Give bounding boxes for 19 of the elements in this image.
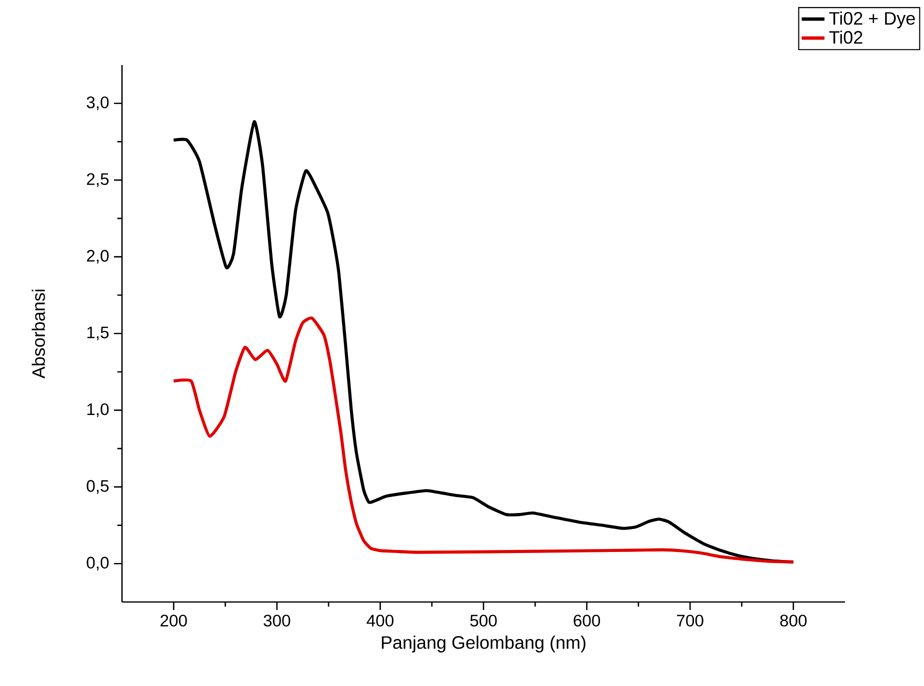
legend-label: Ti02 [829,30,862,44]
x-tick-label: 200 [160,614,187,627]
x-tick-label: 600 [574,614,600,627]
y-tick-label: 1,5 [87,326,109,340]
line-series [172,316,795,564]
legend-label: Ti02 + Dye [829,12,915,28]
y-tick-label: 0,5 [86,480,109,494]
y-tick-label: 1,0 [87,403,109,418]
y-tick-label: 2,5 [86,173,109,187]
y-tick-label: 3,0 [86,96,109,110]
y-tick-label: 0,0 [86,556,109,571]
x-tick-label: 700 [677,614,704,627]
y-axis-title: Absorbansi [32,290,45,378]
x-tick-label: 800 [780,614,807,627]
x-tick-label: 500 [470,614,497,627]
x-tick-label: 300 [264,614,290,627]
x-axis-title: Panjang Gelombang (nm) [382,636,586,652]
x-tick-label: 400 [366,614,394,627]
y-tick-label: 2,0 [86,250,109,264]
